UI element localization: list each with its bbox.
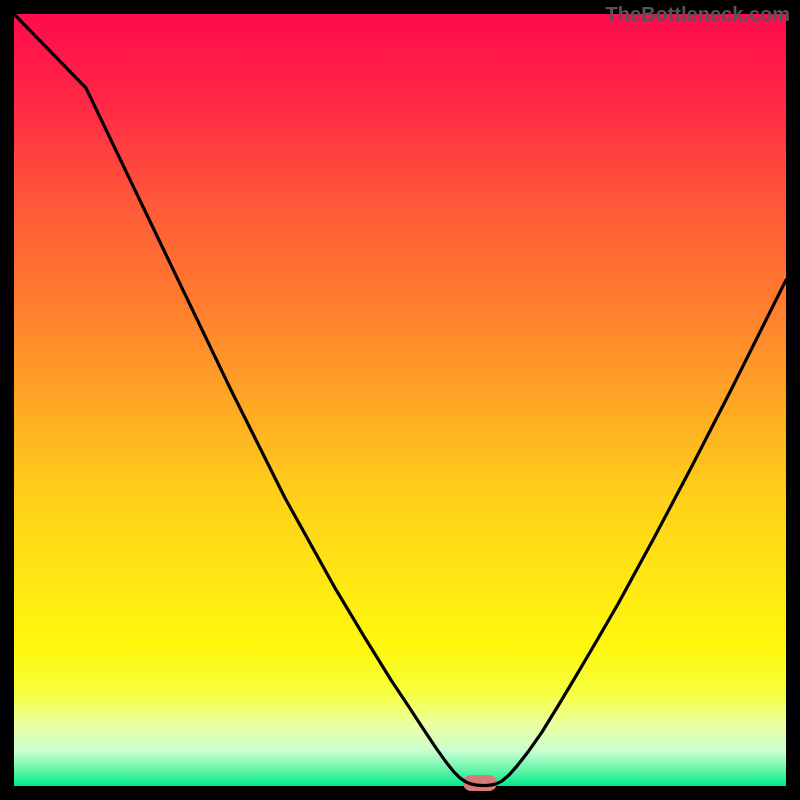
chart-background [14,14,786,786]
bottleneck-chart: TheBottleneck.com [0,0,800,800]
watermark-text: TheBottleneck.com [606,4,790,27]
chart-svg [0,0,800,800]
